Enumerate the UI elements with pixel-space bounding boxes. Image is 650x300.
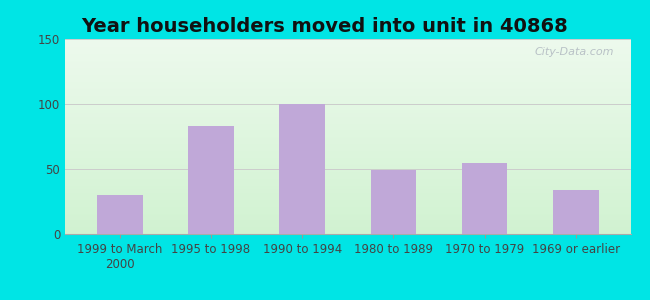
Bar <box>553 190 599 234</box>
Bar <box>188 126 234 234</box>
Bar <box>370 170 416 234</box>
Bar <box>462 163 508 234</box>
Text: City-Data.com: City-Data.com <box>534 47 614 57</box>
Bar <box>97 195 142 234</box>
Bar <box>280 104 325 234</box>
Text: Year householders moved into unit in 40868: Year householders moved into unit in 408… <box>82 16 568 35</box>
